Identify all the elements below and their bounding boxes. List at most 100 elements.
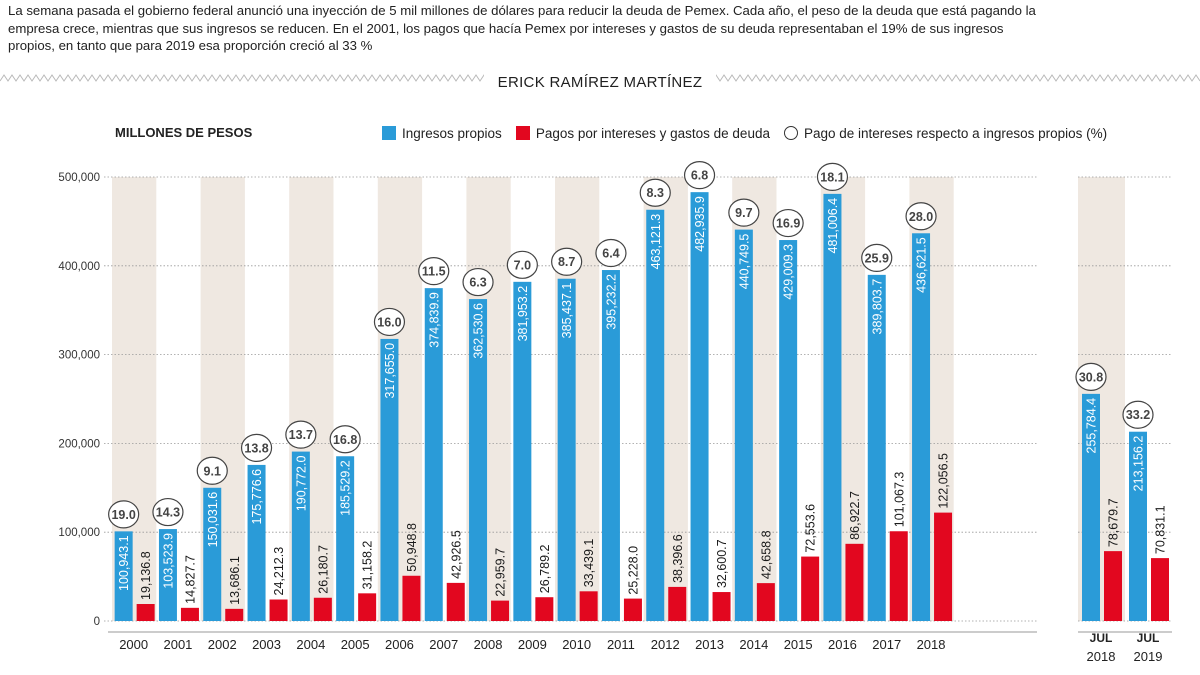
ratio-circle: [329, 425, 361, 454]
income-value-label: 317,655.0: [383, 343, 397, 399]
payments-bar: [269, 599, 288, 621]
y-tick-label: 500,000: [58, 172, 100, 184]
payment-value-label: 25,228.0: [626, 546, 640, 595]
income-bar: [513, 281, 532, 621]
ratio-circle: [373, 307, 406, 337]
x-tick-year-label: 2018: [1087, 649, 1116, 664]
income-bar: [247, 464, 266, 621]
ratio-circle: [240, 433, 273, 463]
payments-bar: [756, 583, 775, 621]
payments-bar: [889, 531, 908, 621]
income-value-label: 362,530.6: [472, 303, 486, 359]
payments-bar: [712, 592, 731, 621]
ratio-value-label: 6.8: [691, 169, 708, 183]
income-value-label: 440,749.5: [737, 234, 751, 290]
legend-swatch-income: [382, 126, 396, 140]
payment-value-label: 42,926.5: [449, 530, 463, 579]
legend-label-payments: Pagos por intereses y gastos de deuda: [535, 125, 770, 141]
ratio-value-label: 6.4: [602, 247, 619, 261]
payment-value-label: 38,396.6: [671, 534, 685, 583]
income-bar: [779, 240, 798, 622]
x-tick-label: 2005: [341, 637, 370, 652]
income-value-label: 185,529.2: [339, 460, 353, 516]
x-tick-label: 2007: [429, 637, 458, 652]
legend: Ingresos propios Pagos por intereses y g…: [382, 123, 1121, 143]
income-value-label: 213,156.2: [1132, 436, 1146, 492]
author-name: ERICK RAMÍREZ MARTÍNEZ: [483, 74, 717, 91]
income-bar: [734, 229, 753, 621]
ratio-value-label: 13.7: [289, 428, 313, 442]
payment-value-label: 70,831.1: [1154, 505, 1168, 554]
payments-bar: [535, 597, 554, 621]
payment-value-label: 13,686.1: [228, 556, 242, 605]
legend-item-income: Ingresos propios: [382, 126, 502, 141]
x-tick-label: 2012: [651, 637, 680, 652]
payment-value-label: 32,600.7: [715, 539, 729, 588]
payments-bar: [136, 604, 155, 621]
x-tick-label: 2003: [252, 637, 281, 652]
payments-bar: [1104, 551, 1122, 621]
income-bar: [158, 529, 177, 621]
ratio-circle: [816, 162, 849, 191]
y-tick-label: 100,000: [58, 527, 100, 539]
income-value-label: 100,943.1: [117, 535, 131, 591]
income-bar: [690, 192, 709, 621]
income-bar: [823, 193, 842, 621]
x-tick-label: 2009: [518, 637, 547, 652]
legend-circle-icon: [783, 126, 798, 140]
legend-item-ratio: Pago de intereses respecto a ingresos pr…: [783, 125, 1108, 141]
x-tick-label: 2016: [828, 637, 857, 652]
income-value-label: 255,784.4: [1085, 398, 1099, 454]
payments-bar: [446, 582, 465, 621]
income-bar: [336, 456, 355, 621]
income-bar: [601, 270, 620, 621]
income-value-label: 463,121.3: [649, 214, 663, 270]
ratio-circle: [1122, 400, 1154, 429]
x-tick-label: 2011: [607, 637, 635, 652]
payments-bar: [1151, 558, 1169, 621]
legend-label-ratio: Pago de intereses respecto a ingresos pr…: [803, 125, 1108, 141]
payment-value-label: 86,922.7: [848, 491, 862, 540]
legend-label-income: Ingresos propios: [402, 125, 502, 141]
y-tick-label: 200,000: [58, 438, 100, 450]
byline: ERICK RAMÍREZ MARTÍNEZ: [0, 74, 1200, 91]
ratio-circle: [595, 238, 627, 268]
ratio-value-label: 9.7: [735, 206, 752, 220]
payment-value-label: 14,827.7: [183, 555, 197, 604]
income-bar: [469, 299, 488, 621]
ratio-value-label: 11.5: [422, 265, 446, 279]
income-bar: [203, 487, 222, 621]
income-value-label: 385,437.1: [560, 283, 574, 339]
x-tick-label: 2004: [296, 637, 325, 652]
x-tick-label: 2013: [695, 637, 724, 652]
ratio-value-label: 13.8: [244, 441, 268, 455]
income-bar: [1129, 431, 1147, 621]
payment-value-label: 31,158.2: [361, 541, 375, 590]
x-tick-label: 2015: [784, 637, 813, 652]
ratio-circle: [551, 247, 583, 276]
income-bar: [291, 451, 310, 621]
payments-bar: [491, 600, 510, 621]
y-tick-label: 300,000: [58, 350, 100, 362]
ratio-circle: [639, 178, 671, 207]
payment-value-label: 72,553.6: [804, 504, 818, 553]
payments-bar: [225, 608, 244, 621]
payment-value-label: 19,136.8: [139, 551, 153, 600]
ratio-circle: [728, 198, 760, 227]
payments-bar: [845, 543, 864, 621]
income-value-label: 190,772.0: [294, 456, 308, 512]
ratio-circle: [285, 420, 317, 449]
income-value-label: 150,031.6: [206, 492, 220, 548]
payments-bar: [801, 556, 820, 621]
x-tick-label: 2002: [208, 637, 237, 652]
income-bar: [424, 288, 443, 621]
ratio-circle: [152, 497, 184, 527]
income-value-label: 429,009.3: [782, 244, 796, 300]
x-tick-month-label: JUL: [1137, 631, 1160, 645]
income-value-label: 436,621.5: [915, 237, 929, 293]
ratio-value-label: 16.0: [377, 315, 401, 329]
units-label: MILLONES DE PESOS: [115, 125, 253, 140]
ratio-circle: [772, 208, 804, 238]
payment-value-label: 33,439.1: [582, 539, 596, 588]
